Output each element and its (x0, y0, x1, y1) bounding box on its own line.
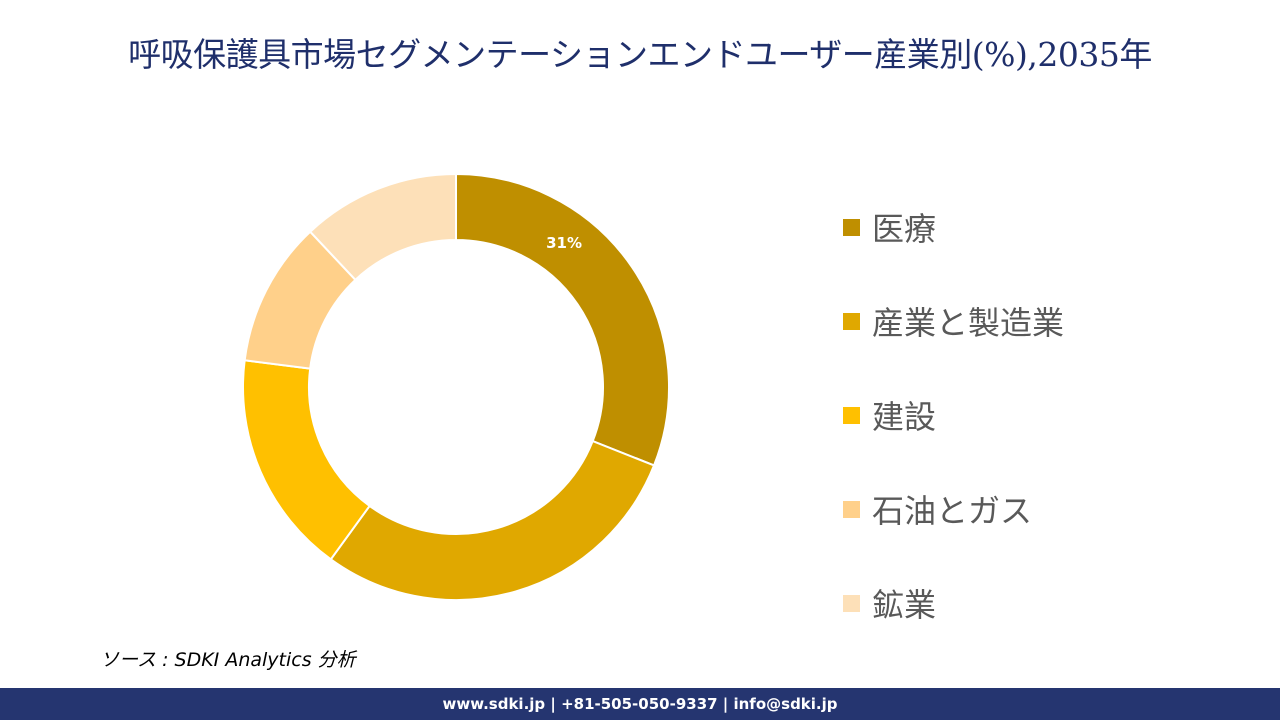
donut-slice-2 (242, 359, 371, 561)
legend-swatch (843, 406, 860, 424)
donut-chart: 31% (242, 172, 670, 601)
donut-slice-4 (308, 172, 457, 282)
donut-slice-0 (455, 172, 670, 467)
legend: 医療産業と製造業 建設石油とガス鉱業 (843, 180, 1064, 675)
legend-swatch (843, 500, 860, 518)
legend-label: 医療 (872, 210, 937, 248)
legend-item: 石油とガス (843, 462, 1064, 556)
legend-label: 産業と製造業 (872, 304, 1065, 342)
legend-item: 産業と製造業 (843, 274, 1064, 368)
legend-label: 建設 (872, 398, 937, 436)
donut-slice-1 (329, 439, 656, 601)
legend-label: 鉱業 (872, 586, 937, 624)
legend-item: 建設 (843, 368, 1064, 462)
legend-swatch (843, 594, 860, 612)
source-note: ソース : SDKI Analytics 分析 (100, 649, 356, 671)
legend-item: 医療 (843, 180, 1064, 274)
legend-label: 石油とガス (872, 492, 1033, 530)
data-label-0: 31% (546, 234, 582, 252)
chart-title: 呼吸保護具市場セグメンテーションエンドユーザー産業別(%),2035年 (128, 35, 1152, 74)
legend-swatch (843, 218, 860, 236)
legend-swatch (843, 312, 860, 330)
footer-contact: www.sdki.jp | +81-505-050-9337 | info@sd… (0, 688, 1280, 720)
legend-item: 鉱業 (843, 556, 1064, 650)
